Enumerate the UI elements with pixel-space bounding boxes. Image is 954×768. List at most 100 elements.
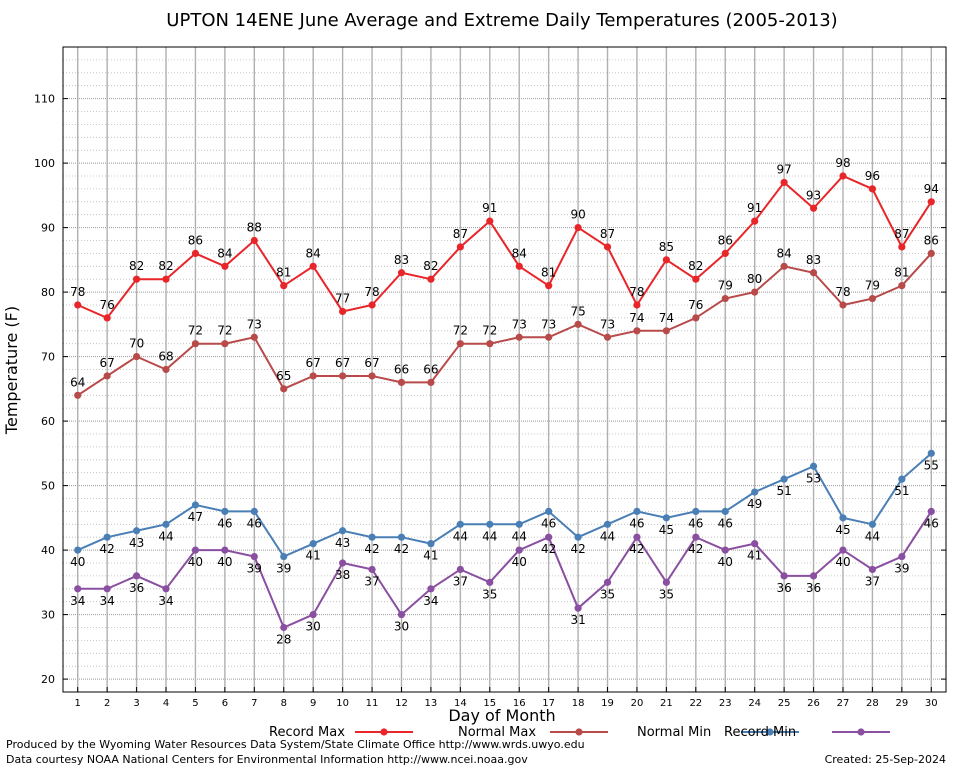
normal-min-point xyxy=(162,520,170,528)
record-min-line xyxy=(77,510,933,629)
normal-max-data-label: 83 xyxy=(806,253,821,267)
record-min-data-label: 42 xyxy=(629,542,644,556)
normal-max-point xyxy=(633,327,641,335)
record-min-data-label: 42 xyxy=(541,542,556,556)
record-min-point xyxy=(780,572,788,580)
normal-min-point xyxy=(221,507,229,515)
normal-max-point xyxy=(868,294,877,303)
normal-min-data-label: 43 xyxy=(335,536,350,550)
x-tick-label: 26 xyxy=(807,698,820,709)
normal-min-point xyxy=(309,540,317,548)
x-tick-label: 19 xyxy=(601,698,614,709)
record-max-data-label: 81 xyxy=(276,266,291,280)
normal-max-point xyxy=(751,288,759,296)
normal-min-data-label: 44 xyxy=(453,529,468,543)
record-min-point xyxy=(515,546,523,554)
record-min-point xyxy=(603,578,612,586)
legend-label: Normal Min xyxy=(637,725,711,740)
record-max-data-label: 82 xyxy=(423,259,438,273)
normal-min-data-label: 55 xyxy=(924,458,939,472)
normal-max-point xyxy=(368,372,376,380)
record-min-data-label: 28 xyxy=(276,633,291,647)
normal-min-point xyxy=(339,527,347,535)
record-min-point xyxy=(132,572,141,580)
x-tick-label: 1 xyxy=(75,698,81,709)
record-min-data-label: 30 xyxy=(306,620,321,634)
record-max-data-label: 90 xyxy=(570,208,585,222)
normal-min-data-label: 43 xyxy=(129,536,144,550)
normal-max-point xyxy=(280,385,288,393)
y-tick-label: 60 xyxy=(41,415,55,428)
normal-max-point xyxy=(486,340,494,348)
record-max-data-label: 86 xyxy=(718,233,733,247)
y-tick-label: 30 xyxy=(41,609,55,622)
normal-min-line xyxy=(77,452,932,558)
legend-label: Record Max xyxy=(269,725,345,740)
record-max-data-label: 83 xyxy=(394,253,409,267)
normal-min-point xyxy=(456,520,464,528)
normal-max-data-label: 66 xyxy=(394,362,409,376)
record-max-data-label: 94 xyxy=(924,182,939,196)
normal-max-data-label: 70 xyxy=(129,337,144,351)
normal-max-data-label: 68 xyxy=(158,350,173,364)
normal-min-point xyxy=(721,507,729,515)
record-min-data-label: 35 xyxy=(482,587,497,601)
normal-min-point xyxy=(839,514,847,522)
x-tick-label: 25 xyxy=(778,698,791,709)
record-min-point xyxy=(692,533,700,541)
record-min-point xyxy=(427,585,435,593)
record-min-point xyxy=(280,623,288,632)
normal-min-data-label: 44 xyxy=(512,529,527,543)
footer-created-date: Created: 25-Sep-2024 xyxy=(824,753,946,766)
record-min-point xyxy=(250,552,258,561)
record-min-point xyxy=(751,540,759,548)
normal-min-point xyxy=(368,533,376,541)
normal-min-point xyxy=(692,507,700,515)
x-tick-label: 12 xyxy=(395,698,408,709)
record-min-data-label: 36 xyxy=(806,581,821,595)
normal-max-data-label: 67 xyxy=(100,356,115,370)
record-max-point xyxy=(339,307,347,316)
y-tick-label: 90 xyxy=(41,222,55,235)
normal-min-point xyxy=(545,507,553,515)
normal-max-point xyxy=(191,340,200,348)
x-tick-label: 14 xyxy=(454,698,467,709)
record-max-data-label: 81 xyxy=(541,266,556,280)
record-min-point xyxy=(74,585,82,593)
y-axis-label: Temperature (F) xyxy=(2,306,21,435)
record-max-data-label: 96 xyxy=(865,169,880,183)
legend-marker xyxy=(380,728,388,736)
normal-min-point xyxy=(280,552,288,561)
chart-title: UPTON 14ENE June Average and Extreme Dai… xyxy=(166,10,837,31)
normal-min-point xyxy=(927,449,935,457)
x-tick-label: 22 xyxy=(689,698,702,709)
record-min-data-label: 34 xyxy=(100,594,115,608)
normal-min-data-label: 49 xyxy=(747,497,762,511)
normal-min-point xyxy=(132,527,141,535)
x-tick-label: 17 xyxy=(542,698,555,709)
record-max-data-label: 87 xyxy=(894,227,909,241)
x-tick-label: 6 xyxy=(222,698,228,709)
normal-max-point xyxy=(132,353,141,361)
y-tick-label: 20 xyxy=(41,673,55,686)
normal-max-data-label: 76 xyxy=(688,298,703,312)
x-tick-label: 16 xyxy=(513,698,526,709)
x-tick-label: 3 xyxy=(133,698,139,709)
normal-min-point xyxy=(780,475,788,483)
normal-min-data-label: 39 xyxy=(276,562,291,576)
normal-max-point xyxy=(74,391,82,399)
normal-max-point xyxy=(692,314,700,322)
y-tick-label: 100 xyxy=(34,157,55,170)
normal-min-data-label: 44 xyxy=(600,529,615,543)
y-tick-label: 70 xyxy=(41,351,55,364)
normal-max-data-label: 86 xyxy=(924,233,939,247)
record-max-point xyxy=(868,185,877,193)
record-max-point xyxy=(103,314,111,322)
normal-max-data-label: 67 xyxy=(306,356,321,370)
record-min-data-label: 34 xyxy=(70,594,85,608)
normal-max-point xyxy=(662,327,670,335)
normal-max-data-label: 72 xyxy=(188,324,203,338)
normal-min-point xyxy=(662,514,670,522)
record-min-point xyxy=(545,533,553,541)
normal-max-point xyxy=(162,365,170,374)
